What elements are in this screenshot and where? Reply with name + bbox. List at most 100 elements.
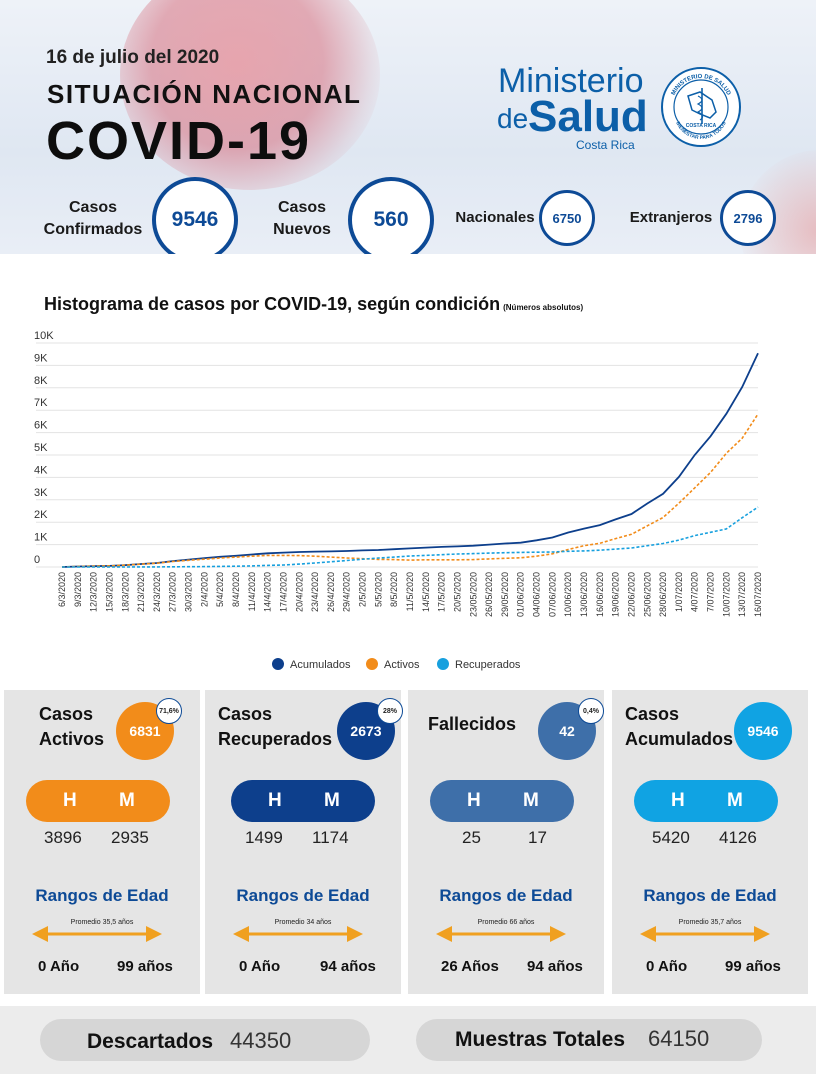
- nuevos-label: Casos Nuevos: [273, 199, 331, 238]
- age-min: 26 Años: [441, 958, 499, 975]
- x-tick-label: 21/3/2020: [136, 572, 146, 612]
- x-tick-label: 28/06/2020: [658, 572, 668, 617]
- age-average: Promedio 34 años: [274, 919, 332, 926]
- gender-m-value: 17: [528, 828, 547, 847]
- card-recuperados: Casos Recuperados 2673 28% H M 1499 1174 Rangos …: [205, 690, 403, 994]
- card-label: Casos Acumulados: [625, 704, 734, 749]
- x-tick-label: 8/4/2020: [231, 572, 241, 607]
- gender-h-value: 5420: [652, 828, 690, 847]
- age-range-heading: Rangos de Edad: [35, 886, 169, 905]
- x-tick-label: 5/4/2020: [215, 572, 225, 607]
- x-tick-label: 30/3/2020: [184, 572, 194, 612]
- card-percent-badge: 0,4%: [578, 698, 604, 724]
- report-subtitle: SITUACIÓN NACIONAL: [47, 79, 362, 109]
- age-max: 94 años: [320, 958, 376, 975]
- x-tick-label: 4/07/2020: [690, 572, 700, 612]
- ministry-seal-icon: MINISTERIO DE SALUD BIENESTAR PARA TODOS…: [661, 67, 741, 147]
- legend-marker-activos: [366, 658, 378, 670]
- x-tick-label: 29/05/2020: [500, 572, 510, 617]
- x-tick-label: 16/07/2020: [753, 572, 763, 617]
- age-min: 0 Año: [239, 958, 281, 975]
- card-label: Casos Activos: [39, 704, 105, 749]
- card-label: Casos Recuperados: [218, 704, 333, 749]
- x-tick-label: 23/05/2020: [468, 572, 478, 617]
- extranjeros-value: 2796: [720, 190, 776, 246]
- x-tick-label: 27/3/2020: [168, 572, 178, 612]
- x-tick-label: 18/3/2020: [120, 572, 130, 612]
- y-tick-label: 6K: [34, 420, 48, 432]
- y-tick-label: 7K: [34, 397, 48, 409]
- x-tick-label: 6/3/2020: [57, 572, 67, 607]
- age-average: Promedio 35,5 años: [70, 919, 134, 926]
- x-tick-label: 13/06/2020: [579, 572, 589, 617]
- x-tick-label: 20/4/2020: [294, 572, 304, 612]
- legend-marker-recuperados: [437, 658, 449, 670]
- x-tick-label: 25/06/2020: [642, 572, 652, 617]
- gender-m-value: 1174: [312, 828, 349, 847]
- card-label: Fallecidos: [428, 714, 517, 734]
- x-tick-label: 26/05/2020: [484, 572, 494, 617]
- x-tick-label: 04/06/2020: [532, 572, 542, 617]
- age-range-heading: Rangos de Edad: [643, 886, 777, 905]
- nacionales-value: 6750: [539, 190, 595, 246]
- logo-de: de: [497, 103, 529, 134]
- x-tick-label: 19/06/2020: [611, 572, 621, 617]
- y-tick-label: 2K: [34, 509, 48, 521]
- cases-line-chart: 0 1K 2K 3K 4K 5K 6K 7K 8K 9K 10K 6/3/2020 9/3/2020 12…: [34, 330, 763, 671]
- x-tick-label: 15/3/2020: [104, 572, 114, 612]
- virus-illustration: [120, 0, 380, 190]
- gender-m-label: M: [324, 790, 340, 811]
- y-tick-label: 0: [34, 554, 40, 566]
- y-tick-label: 9K: [34, 352, 48, 364]
- card-value-circle: 9546: [734, 702, 792, 760]
- x-tick-label: 01/06/2020: [516, 572, 526, 617]
- logo-salud: Salud: [528, 92, 648, 141]
- nuevos-value: 560: [348, 177, 434, 254]
- double-arrow-icon: [233, 926, 363, 942]
- confirmados-label: Casos Confirmados: [43, 199, 143, 238]
- gender-h-value: 3896: [44, 828, 82, 847]
- x-tick-label: 14/5/2020: [421, 572, 431, 612]
- age-min: 0 Año: [646, 958, 688, 975]
- legend-marker-acumulados: [272, 658, 284, 670]
- x-tick-label: 2/5/2020: [358, 572, 368, 607]
- gender-h-label: H: [63, 790, 77, 811]
- x-tick-label: 1/07/2020: [674, 572, 684, 612]
- series-line-recuperados: [62, 506, 759, 568]
- gender-m-label: M: [119, 790, 135, 811]
- report-title: COVID-19: [46, 111, 312, 171]
- x-tick-label: 11/4/2020: [247, 572, 257, 611]
- gender-h-label: H: [268, 790, 282, 811]
- card-percent-badge: 71,6%: [156, 698, 182, 724]
- series-line-acumulados: [61, 352, 759, 568]
- x-tick-label: 22/06/2020: [626, 572, 636, 617]
- gender-h-value: 25: [462, 828, 481, 847]
- age-average: Promedio 66 años: [477, 919, 535, 926]
- y-tick-label: 3K: [34, 487, 48, 499]
- legend-label: Acumulados: [290, 659, 351, 671]
- x-tick-label: 10/07/2020: [721, 572, 731, 617]
- confirmados-value: 9546: [152, 177, 238, 254]
- card-activos: Casos Activos 6831 71,6% H M 3896 2935 Rangos de…: [4, 690, 200, 994]
- report-date: 16 de julio del 2020: [46, 47, 220, 68]
- x-tick-label: 24/3/2020: [152, 572, 162, 612]
- x-tick-label: 2/4/2020: [199, 572, 209, 607]
- svg-text:COSTA RICA: COSTA RICA: [686, 123, 717, 129]
- double-arrow-icon: [640, 926, 770, 942]
- x-tick-label: 9/3/2020: [73, 572, 83, 607]
- muestras-pill: Muestras Totales 64150: [416, 1019, 762, 1061]
- muestras-label: Muestras Totales: [455, 1028, 625, 1051]
- x-tick-label: 14/4/2020: [263, 572, 273, 612]
- gender-m-label: M: [727, 790, 743, 811]
- gender-m-value: 4126: [719, 828, 757, 847]
- legend-label: Activos: [384, 659, 420, 671]
- x-tick-label: 12/3/2020: [89, 572, 99, 612]
- series-line-activos: [61, 413, 759, 568]
- age-max: 99 años: [725, 958, 781, 975]
- x-tick-label: 16/06/2020: [595, 572, 605, 617]
- age-min: 0 Año: [38, 958, 80, 975]
- extranjeros-label: Extranjeros: [629, 209, 713, 226]
- x-tick-label: 07/06/2020: [547, 572, 557, 617]
